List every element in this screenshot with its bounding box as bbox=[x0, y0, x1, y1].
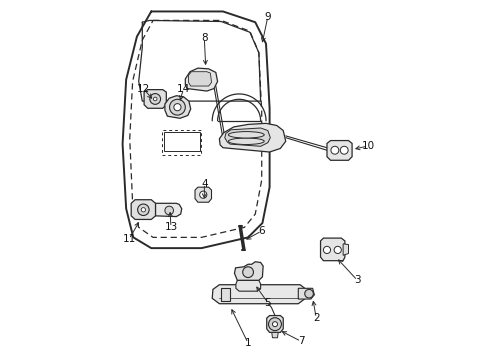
Polygon shape bbox=[144, 90, 166, 108]
Circle shape bbox=[268, 318, 281, 330]
Circle shape bbox=[242, 267, 253, 278]
Polygon shape bbox=[185, 68, 217, 91]
Text: 7: 7 bbox=[297, 336, 304, 346]
Text: 10: 10 bbox=[361, 141, 374, 151]
Polygon shape bbox=[320, 238, 344, 261]
Polygon shape bbox=[219, 123, 285, 152]
Polygon shape bbox=[164, 96, 190, 118]
Text: 5: 5 bbox=[264, 298, 270, 308]
Circle shape bbox=[149, 94, 160, 104]
Polygon shape bbox=[221, 288, 230, 301]
Text: 6: 6 bbox=[258, 226, 264, 236]
Polygon shape bbox=[188, 72, 211, 86]
Polygon shape bbox=[298, 288, 314, 299]
Text: 2: 2 bbox=[312, 313, 319, 323]
Circle shape bbox=[330, 146, 338, 154]
Circle shape bbox=[164, 206, 173, 215]
Circle shape bbox=[304, 289, 313, 298]
Circle shape bbox=[141, 208, 145, 212]
Circle shape bbox=[199, 191, 206, 198]
Text: 9: 9 bbox=[264, 12, 270, 22]
Text: 14: 14 bbox=[177, 84, 190, 94]
Ellipse shape bbox=[228, 132, 264, 138]
Polygon shape bbox=[224, 128, 270, 146]
Circle shape bbox=[323, 246, 330, 253]
Polygon shape bbox=[131, 200, 155, 220]
Text: 11: 11 bbox=[122, 234, 135, 244]
Circle shape bbox=[169, 99, 185, 115]
Circle shape bbox=[174, 104, 181, 111]
Polygon shape bbox=[326, 140, 351, 160]
Polygon shape bbox=[343, 244, 348, 255]
Polygon shape bbox=[195, 187, 211, 202]
Polygon shape bbox=[266, 316, 283, 332]
Polygon shape bbox=[235, 280, 260, 291]
Text: 1: 1 bbox=[244, 338, 251, 348]
Text: 12: 12 bbox=[137, 84, 150, 94]
Text: 3: 3 bbox=[353, 275, 360, 285]
Circle shape bbox=[333, 246, 341, 253]
Circle shape bbox=[153, 97, 157, 101]
Polygon shape bbox=[212, 285, 305, 304]
Circle shape bbox=[272, 321, 277, 327]
Polygon shape bbox=[271, 332, 278, 338]
Text: 8: 8 bbox=[201, 33, 207, 43]
Polygon shape bbox=[155, 203, 182, 217]
Text: 13: 13 bbox=[164, 222, 177, 232]
Text: 4: 4 bbox=[201, 179, 207, 189]
Ellipse shape bbox=[228, 138, 264, 144]
Circle shape bbox=[340, 146, 347, 154]
Circle shape bbox=[137, 204, 149, 216]
Polygon shape bbox=[234, 262, 263, 280]
